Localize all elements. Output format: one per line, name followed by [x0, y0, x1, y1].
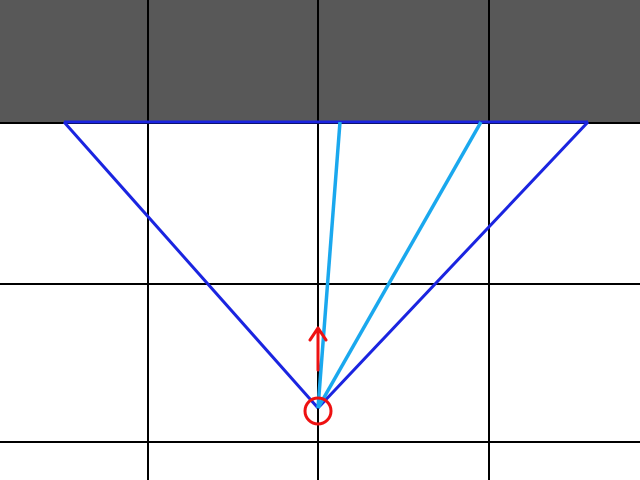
ray: [316, 121, 342, 409]
fov-left-edge: [62, 121, 320, 409]
ray: [316, 121, 483, 409]
fov-right-edge: [316, 120, 590, 410]
heading-arrow-icon: [308, 326, 328, 372]
player-marker-icon: [303, 396, 333, 426]
wall-cell-3: [489, 0, 640, 123]
wall-cell-1: [148, 0, 318, 123]
wall-cell-0: [0, 0, 148, 123]
fov-cone: [62, 120, 590, 410]
wall-cell-2: [318, 0, 489, 123]
cast-rays: [316, 121, 483, 409]
